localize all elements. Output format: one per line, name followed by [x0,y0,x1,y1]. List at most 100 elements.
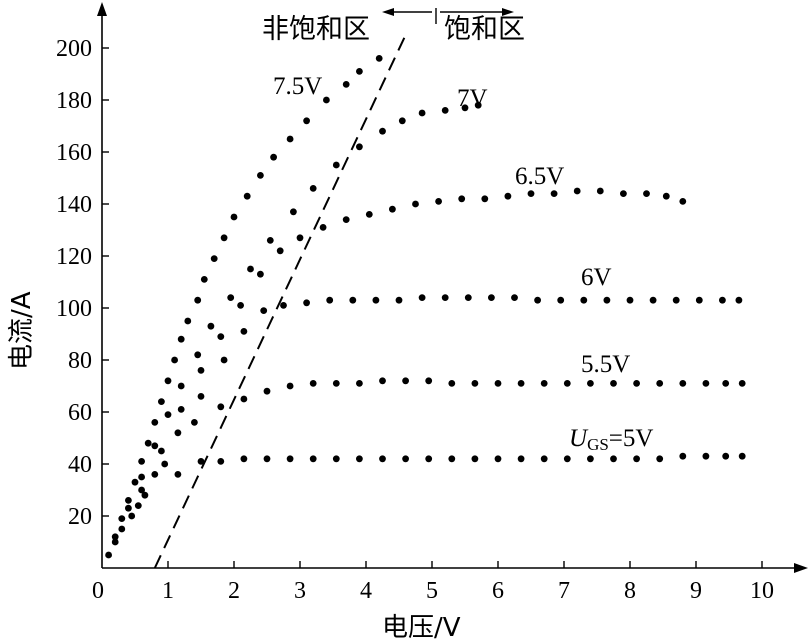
data-point [511,294,518,301]
saturation-boundary-line [153,34,407,569]
data-point [270,153,277,161]
data-point [266,237,274,244]
data-point [217,458,225,465]
series-2 [118,187,687,533]
data-point [540,380,548,387]
data-point [610,455,617,463]
data-point [197,393,205,400]
data-point [134,502,142,509]
data-point [603,296,611,304]
data-point [257,270,264,278]
data-point [702,452,710,460]
data-point [111,533,119,541]
data-point [342,216,350,224]
data-point [174,471,182,478]
y-axis-title: 电流/A [7,291,37,370]
data-point [319,224,327,231]
data-point [573,187,581,195]
x-axis-title: 电压/V [382,613,461,643]
data-point [356,143,363,151]
series-4 [134,377,746,509]
data-point [735,296,743,304]
data-point [263,387,271,395]
data-point [332,380,340,387]
data-point [349,296,357,304]
curve-label-7v: 7V [457,85,488,112]
arrow-right-head [502,8,514,16]
data-point [722,452,730,460]
data-point [171,356,179,364]
data-point [286,382,294,390]
data-point [138,473,146,481]
data-point [458,195,466,203]
curve-label-6-5v: 6.5V [515,163,564,190]
data-point [488,294,495,301]
data-point [161,460,169,468]
data-point [610,380,617,387]
data-point [194,296,202,304]
data-point [517,380,525,387]
data-point [286,455,294,463]
data-point [309,455,317,463]
data-point [184,317,192,325]
data-point [580,296,588,304]
data-point [441,107,449,114]
x-axis-arrow [794,563,808,573]
y-tick-label: 180 [56,88,92,114]
data-point [200,276,208,283]
data-point [441,294,449,301]
data-point [702,380,710,387]
data-point [461,104,469,112]
data-point [398,117,406,125]
y-tick-label: 140 [56,192,92,218]
x-ticks: 0 1 2 3 4 5 6 7 8 9 10 [92,561,774,604]
data-point [402,455,409,463]
data-point [177,335,185,343]
data-point [174,429,182,437]
region-label-nonsaturation: 非饱和区 [262,14,370,45]
data-point [722,380,730,387]
data-point [679,380,687,387]
data-point [395,296,403,304]
data-point [332,161,340,169]
data-point [418,294,426,301]
data-point [286,135,294,143]
data-point [303,299,310,307]
data-point [151,471,159,478]
data-point [191,419,198,426]
data-point [656,380,664,387]
data-point [124,497,132,504]
data-point [131,478,139,486]
data-point [643,190,650,198]
data-point [158,398,165,405]
data-point [679,452,687,460]
data-point [220,356,228,364]
data-point [217,403,225,411]
data-point [151,419,159,426]
data-point [738,452,746,460]
data-point [118,525,126,533]
data-point [402,377,409,385]
data-point [375,55,383,62]
data-point [474,101,482,109]
data-point [389,205,396,213]
series-1 [111,101,482,546]
data-point [448,380,456,387]
data-point [412,200,419,208]
x-tick-label: 8 [624,578,636,604]
y-tick-label: 80 [68,348,92,374]
data-point [649,296,657,304]
x-tick-label: 0 [92,578,104,604]
data-point [633,455,640,463]
data-point [138,486,146,494]
data-point [425,377,433,385]
data-point [138,458,146,465]
data-point [230,213,238,221]
curve-label-5-5v: 5.5V [581,351,630,378]
data-point [418,109,426,117]
data-point [596,187,604,195]
data-point [260,307,268,314]
data-point [197,458,205,465]
series-5 [141,452,746,499]
